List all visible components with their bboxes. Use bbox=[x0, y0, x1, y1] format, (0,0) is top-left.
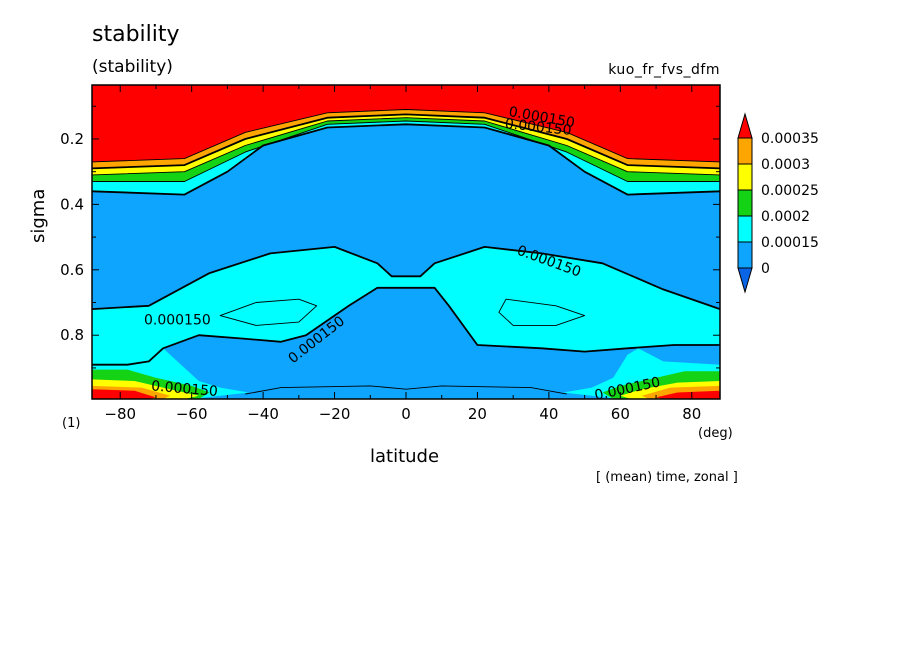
colorbar-label: 0.0003 bbox=[761, 157, 810, 173]
band-yellow-top bbox=[92, 114, 720, 175]
band-red-top bbox=[92, 85, 720, 162]
plot-contours bbox=[92, 109, 720, 395]
x-tick-label: 20 bbox=[468, 405, 487, 423]
colorbar-arrow-top bbox=[737, 112, 753, 139]
colorbar-box bbox=[737, 137, 753, 165]
colorbar-label: 0 bbox=[761, 261, 770, 277]
plot-fill bbox=[92, 85, 720, 399]
band-red-bottom-west bbox=[92, 389, 156, 399]
contour-top-2 bbox=[92, 120, 720, 182]
contour-label-0: 0.000150 bbox=[144, 313, 211, 329]
contour-mid-lower bbox=[92, 286, 720, 366]
contour-loop-west bbox=[219, 298, 318, 326]
x-tick-label: −60 bbox=[176, 405, 208, 423]
band-green-top bbox=[92, 117, 720, 182]
band-cyan-top bbox=[92, 121, 720, 195]
band-red-bottom-east bbox=[656, 390, 720, 399]
contour-label-4: 0.000150 bbox=[504, 116, 572, 139]
y-tick-label: 0.8 bbox=[60, 326, 84, 344]
colorbar-label: 0.00035 bbox=[761, 131, 819, 147]
contour-top-3 bbox=[92, 117, 720, 176]
x-unit-label: (deg) bbox=[698, 426, 733, 441]
colorbar-box bbox=[737, 241, 753, 269]
y-tick-label: 0.2 bbox=[60, 130, 84, 148]
band-cyan-mid bbox=[92, 246, 720, 365]
band-orange-top bbox=[92, 109, 720, 169]
x-tick-label: 60 bbox=[611, 405, 630, 423]
x-tick-label: −20 bbox=[319, 405, 351, 423]
footnote: [ (mean) time, zonal ] bbox=[596, 470, 738, 485]
contour-label-5: 0.000150 bbox=[151, 378, 219, 400]
panel-label: (1) bbox=[62, 416, 81, 431]
x-axis-label: latitude bbox=[370, 446, 440, 467]
colorbar-box bbox=[737, 163, 753, 191]
x-tick-label: 0 bbox=[401, 405, 411, 423]
colorbar-arrow-bottom bbox=[737, 267, 753, 294]
y-tick-label: 0.6 bbox=[60, 261, 84, 279]
contour-top-1 bbox=[92, 123, 720, 196]
colorbar-label: 0.0002 bbox=[761, 209, 810, 225]
x-tick-label: 40 bbox=[539, 405, 558, 423]
contour-loop-east bbox=[498, 298, 586, 326]
x-tick-label: 80 bbox=[682, 405, 701, 423]
colorbar-box bbox=[737, 215, 753, 243]
contour-top-4 bbox=[92, 113, 720, 170]
chart-subtitle: (stability) bbox=[92, 57, 173, 77]
colorbar-label: 0.00025 bbox=[761, 183, 819, 199]
x-tick-label: −40 bbox=[247, 405, 279, 423]
axes: −80 −60 −40 −20 0 20 40 60 80 0.2 0.4 0.6 0.8 bbox=[60, 85, 720, 423]
y-tick-label: 0.4 bbox=[60, 195, 84, 213]
colorbar-box bbox=[737, 189, 753, 217]
contour-bottom-dip bbox=[245, 385, 567, 395]
chart-title: stability bbox=[92, 22, 180, 47]
run-name: kuo_fr_fvs_dfm bbox=[608, 62, 720, 78]
colorbar: 0 0.00015 0.0002 0.00025 0.0003 0.00035 bbox=[737, 112, 819, 294]
contour-top-5 bbox=[92, 109, 720, 163]
x-tick-label: −80 bbox=[104, 405, 136, 423]
colorbar-label: 0.00015 bbox=[761, 235, 819, 251]
contour-mid-upper bbox=[92, 245, 720, 310]
